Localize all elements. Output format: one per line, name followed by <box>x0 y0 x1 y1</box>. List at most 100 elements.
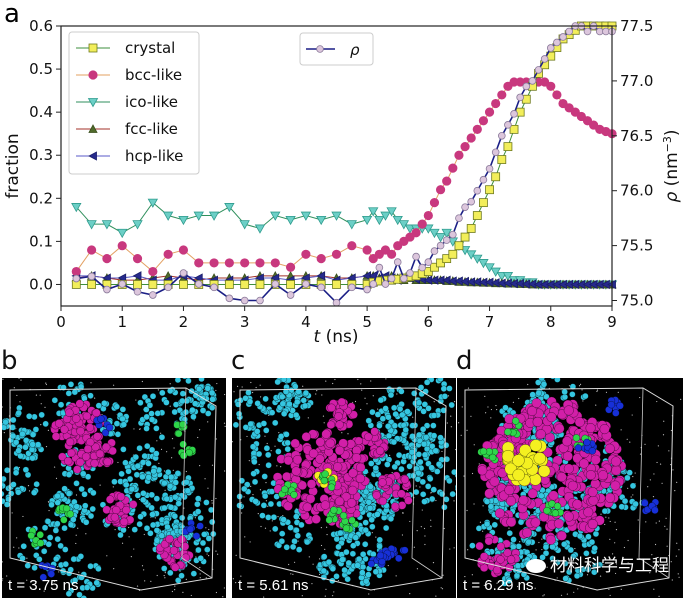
liquid-particle <box>206 553 208 555</box>
liquid-particle <box>53 466 56 468</box>
atom <box>354 562 361 569</box>
data-point <box>118 280 127 288</box>
liquid-particle <box>249 541 251 543</box>
atom <box>101 429 110 437</box>
atom <box>369 408 376 416</box>
liquid-particle <box>157 389 159 391</box>
atom <box>143 413 150 421</box>
atom <box>585 470 596 481</box>
atom <box>561 541 568 548</box>
atom <box>563 511 574 522</box>
atom <box>354 436 363 446</box>
atom <box>158 434 166 441</box>
data-point <box>72 274 81 283</box>
atom <box>38 411 45 419</box>
atom <box>554 423 565 434</box>
liquid-particle <box>53 580 56 582</box>
atom <box>82 502 89 509</box>
atom <box>404 496 413 505</box>
atom <box>506 530 513 537</box>
liquid-particle <box>661 482 663 484</box>
atom <box>180 542 190 551</box>
atom <box>399 411 406 419</box>
atom <box>562 575 569 582</box>
atom <box>441 393 449 400</box>
atom <box>570 553 577 560</box>
atom <box>136 521 143 528</box>
atom <box>420 440 428 448</box>
atom <box>451 468 456 476</box>
atom <box>542 550 550 557</box>
liquid-particle <box>266 442 268 445</box>
atom <box>148 491 155 499</box>
liquid-particle <box>190 594 192 597</box>
atom <box>337 529 344 537</box>
liquid-particle <box>435 499 437 502</box>
data-point <box>302 280 310 288</box>
atom-cluster <box>272 508 314 553</box>
atom <box>321 470 329 478</box>
data-point <box>436 241 445 250</box>
atom <box>65 590 73 597</box>
y-tick-label: 0.0 <box>29 275 53 293</box>
atom <box>409 433 416 440</box>
atom <box>425 483 432 490</box>
liquid-particle <box>258 463 260 466</box>
atom <box>391 422 398 429</box>
atom <box>55 419 64 428</box>
atom <box>535 389 542 397</box>
atom <box>51 397 58 404</box>
atom <box>327 483 336 491</box>
atom-cluster <box>574 438 598 455</box>
atom <box>278 538 285 545</box>
liquid-particle <box>534 587 536 589</box>
data-point <box>491 148 500 157</box>
data-point <box>239 220 250 230</box>
atom <box>529 439 542 452</box>
atom <box>57 542 64 550</box>
atom <box>585 533 592 540</box>
atom-cluster <box>605 396 624 417</box>
liquid-particle <box>550 561 552 563</box>
liquid-particle <box>324 595 326 597</box>
liquid-particle <box>676 542 678 544</box>
atom <box>61 485 68 492</box>
legend-marker <box>88 124 98 133</box>
atom <box>209 396 216 403</box>
liquid-particle <box>670 561 672 563</box>
liquid-particle <box>58 571 60 573</box>
liquid-particle <box>2 378 4 380</box>
atom-cluster <box>81 432 117 468</box>
atom <box>395 451 403 459</box>
liquid-particle <box>546 566 548 568</box>
data-point <box>87 280 97 289</box>
atom <box>415 469 422 477</box>
atom <box>569 383 577 390</box>
atom-cluster <box>2 404 49 451</box>
atom <box>362 526 369 534</box>
atom <box>65 471 73 478</box>
atom <box>533 452 546 465</box>
liquid-particle <box>632 494 634 496</box>
atom <box>249 443 257 450</box>
watermark-text: 材料科学与工程 <box>550 556 669 576</box>
atom <box>48 501 55 508</box>
atom <box>484 536 493 546</box>
liquid-particle <box>26 557 28 559</box>
legend-label: hcp-like <box>125 147 183 165</box>
data-point <box>225 294 234 303</box>
liquid-particle <box>680 398 682 400</box>
atom <box>54 520 61 527</box>
liquid-particle <box>471 472 474 475</box>
atom <box>572 499 583 510</box>
legend-density: ρ <box>299 32 374 66</box>
liquid-particle <box>130 556 132 558</box>
liquid-particle <box>169 383 171 385</box>
atom <box>440 385 448 392</box>
liquid-particle <box>252 391 254 394</box>
liquid-particle <box>172 469 174 471</box>
liquid-particle <box>78 571 80 573</box>
atom <box>556 472 567 483</box>
liquid-particle <box>582 400 584 402</box>
liquid-particle <box>308 556 310 558</box>
